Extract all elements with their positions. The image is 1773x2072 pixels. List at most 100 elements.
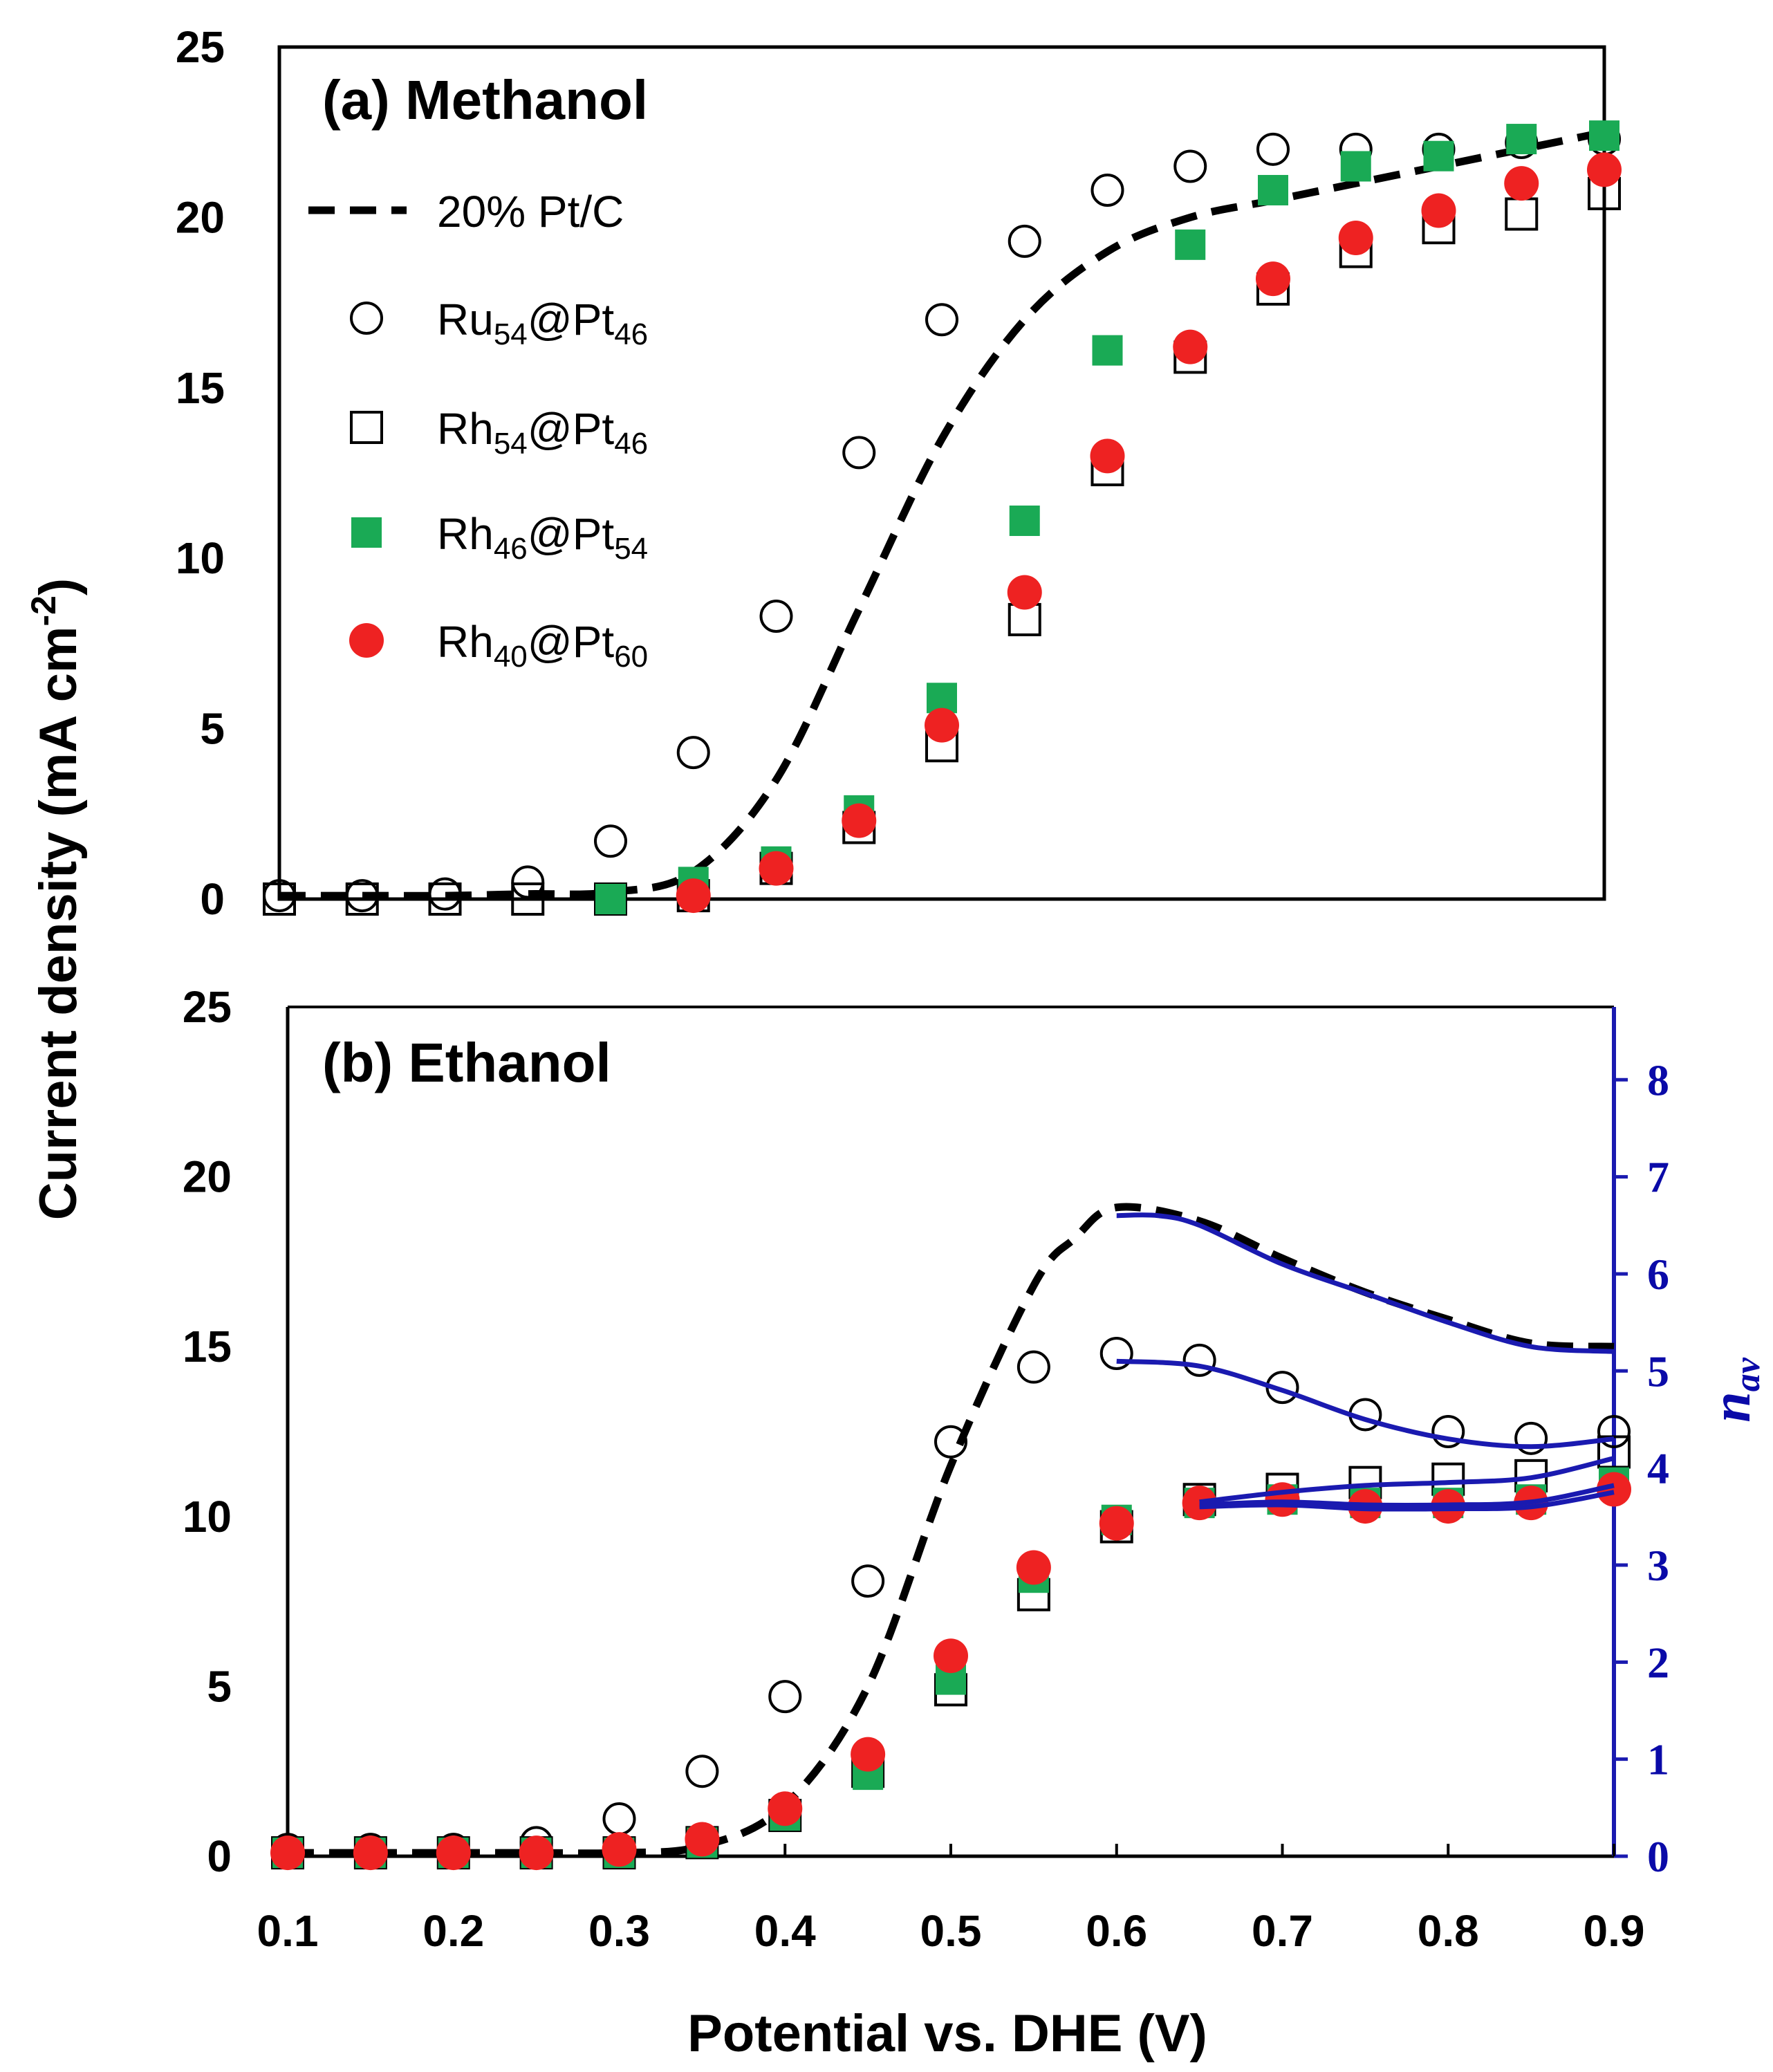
- y2-tick-label: 0: [1647, 1832, 1669, 1881]
- data-point: [428, 882, 462, 916]
- data-point: [1258, 174, 1288, 205]
- legend-marker-open-square: [350, 411, 383, 444]
- data-point: [759, 599, 793, 633]
- panel-title-ethanol: (b) Ethanol: [322, 1032, 611, 1093]
- nav-line: [1116, 1358, 1615, 1450]
- data-point: [1431, 1415, 1465, 1448]
- data-point: [1506, 124, 1537, 155]
- x-tick-label: 0.2: [423, 1906, 484, 1956]
- x-tick-label: 0.1: [257, 1906, 319, 1956]
- data-point: [851, 1564, 885, 1598]
- y-tick-label: 20: [183, 1152, 232, 1202]
- data-point: [925, 707, 959, 743]
- data-point: [676, 878, 711, 914]
- series-ru54-pt46: [271, 1337, 1631, 1867]
- data-point: [1256, 132, 1290, 166]
- data-point: [511, 882, 545, 916]
- legend-marker-filled-circle: [349, 623, 384, 658]
- x-ticks: 0.1 0.2 0.3 0.4 0.5 0.6 0.7 0.8 0.9: [257, 1844, 1645, 1956]
- data-point: [851, 1737, 886, 1772]
- data-point: [263, 882, 296, 916]
- data-point: [1265, 1482, 1300, 1517]
- y-tick-label: 15: [176, 363, 225, 413]
- data-point: [1009, 505, 1040, 536]
- legend-label-ru54-pt46: Ru54@Pt46: [437, 295, 648, 351]
- y-axis-title: Current density (mA cm-2): [24, 578, 88, 1220]
- data-point: [1597, 1472, 1631, 1507]
- data-point: [1340, 151, 1371, 182]
- x-tick-label: 0.9: [1584, 1906, 1645, 1956]
- data-point: [925, 303, 958, 337]
- y2-ticks-nav: 0 1 2 3 4 5 6 7 8: [1614, 1055, 1669, 1881]
- data-point: [436, 1835, 471, 1871]
- data-point: [1175, 229, 1206, 260]
- y2-tick-label: 4: [1647, 1444, 1669, 1493]
- series-n-av-rh46-pt54: [1199, 1483, 1615, 1508]
- y-tick-label: 25: [176, 22, 225, 72]
- data-point: [1597, 1435, 1631, 1469]
- y-tick-label: 5: [200, 704, 225, 754]
- x-tick-label: 0.8: [1418, 1906, 1479, 1956]
- y-tick-label: 15: [183, 1322, 232, 1371]
- data-point: [1099, 1337, 1133, 1371]
- plot-frame-methanol: [277, 45, 1606, 901]
- series-n-av-20-pt-c: [1116, 1212, 1615, 1354]
- y-tick-label: 20: [176, 192, 225, 242]
- data-point: [1182, 1343, 1216, 1377]
- data-point: [934, 1638, 968, 1674]
- data-point: [1514, 1421, 1548, 1455]
- data-point: [934, 1425, 967, 1459]
- panel-title-methanol: (a) Methanol: [322, 69, 648, 131]
- y2-tick-label: 7: [1647, 1153, 1669, 1202]
- y-ticks-methanol: 0 5 10 15 20 25: [176, 22, 225, 924]
- x-tick-label: 0.5: [920, 1906, 982, 1956]
- y-tick-label: 0: [207, 1831, 232, 1881]
- legend-marker-open-circle: [350, 302, 383, 335]
- data-point: [1587, 152, 1622, 187]
- data-point: [1092, 335, 1123, 366]
- data-point: [1016, 1550, 1051, 1585]
- data-point: [511, 865, 545, 899]
- data-point: [345, 882, 379, 916]
- data-point: [1423, 140, 1454, 172]
- data-point: [1099, 1506, 1134, 1541]
- data-point: [602, 1832, 637, 1867]
- data-point: [842, 803, 877, 838]
- y-tick-label: 25: [183, 982, 232, 1032]
- data-point: [1597, 1415, 1631, 1448]
- series-n-av-ru54-pt46: [1116, 1358, 1615, 1450]
- data-point: [1256, 261, 1290, 297]
- data-point: [1504, 166, 1539, 201]
- data-point: [1173, 149, 1207, 183]
- x-tick-label: 0.4: [754, 1906, 816, 1956]
- nav-line: [1116, 1212, 1615, 1354]
- legend-label-pt-c: 20% Pt/C: [437, 187, 624, 237]
- series-n-av-rh54-pt46: [1199, 1456, 1615, 1505]
- nav-line: [1199, 1456, 1615, 1505]
- data-point: [519, 1835, 554, 1871]
- y2-axis-title: nav: [1701, 1357, 1767, 1423]
- series-rh46-pt54: [595, 120, 1619, 914]
- data-point: [842, 436, 876, 470]
- data-point: [595, 884, 626, 914]
- legend-label-rh40-pt60: Rh40@Pt60: [437, 617, 648, 674]
- data-point: [768, 1791, 803, 1826]
- series-rh40-pt60: [676, 152, 1622, 914]
- data-point: [602, 1802, 636, 1835]
- pt-c-dashed-line: [287, 1203, 1615, 1858]
- legend-label-rh54-pt46: Rh54@Pt46: [437, 404, 648, 461]
- y-tick-label: 10: [176, 533, 225, 583]
- series-20-pt-c: [287, 1203, 1615, 1858]
- series-n-av-rh40-pt60: [1199, 1490, 1615, 1512]
- data-point: [768, 1680, 802, 1714]
- x-tick-label: 0.7: [1252, 1906, 1313, 1956]
- y-tick-label: 0: [200, 874, 225, 924]
- data-point: [676, 736, 710, 770]
- y2-tick-label: 6: [1647, 1250, 1669, 1299]
- nav-line: [1199, 1483, 1615, 1508]
- data-point: [685, 1822, 720, 1857]
- data-point: [1338, 220, 1373, 255]
- y2-tick-label: 1: [1647, 1735, 1669, 1784]
- y2-tick-label: 2: [1647, 1638, 1669, 1687]
